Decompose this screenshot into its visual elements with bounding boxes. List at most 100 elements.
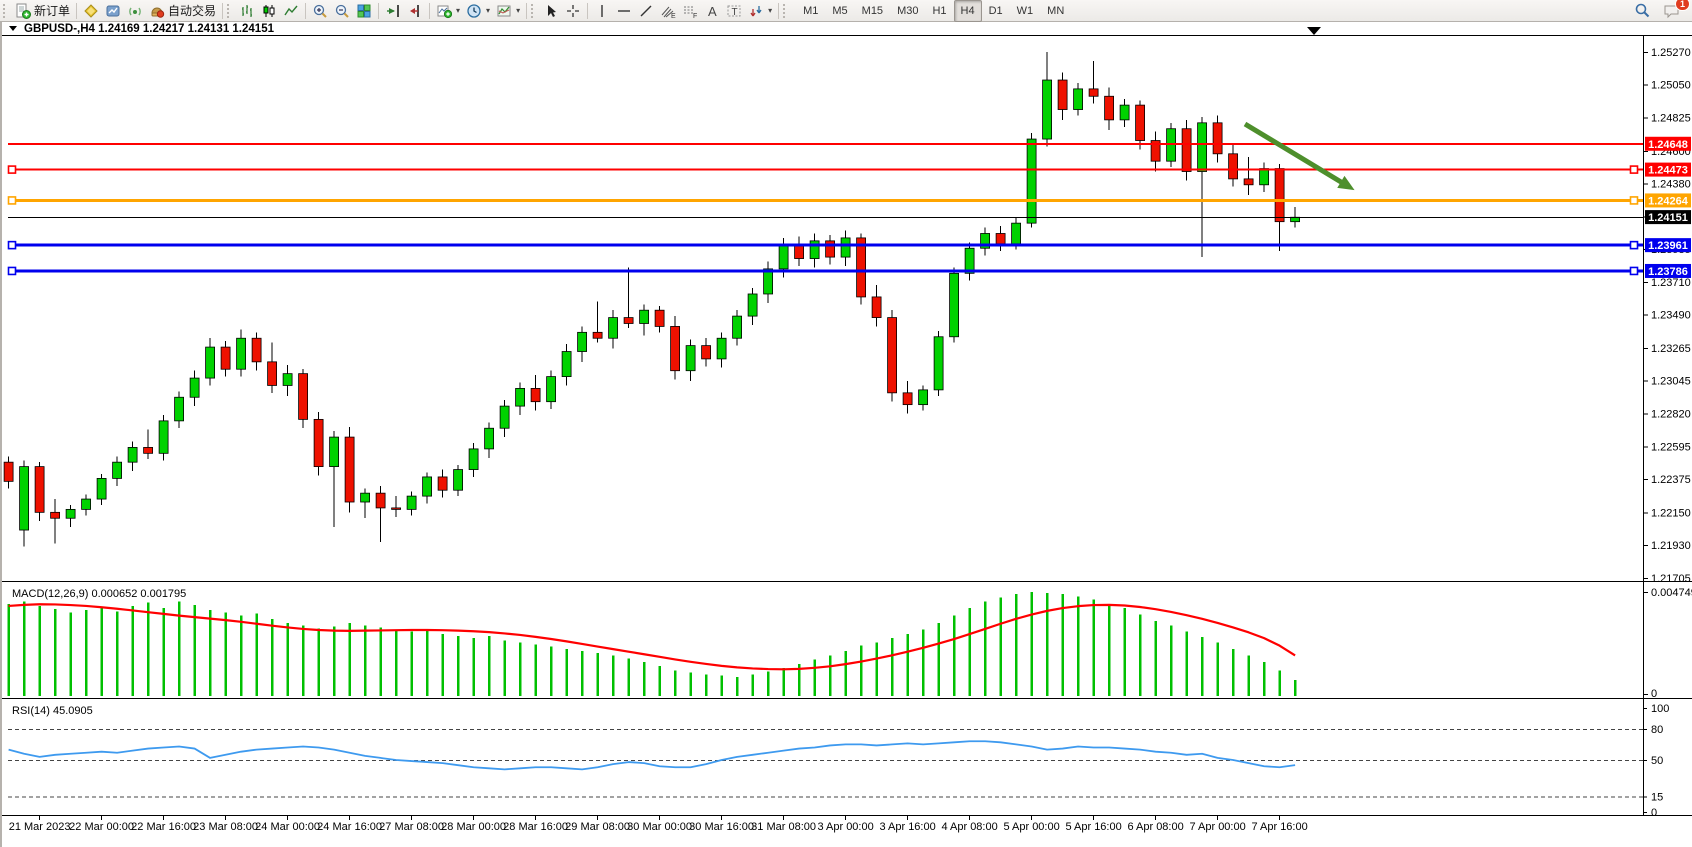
bull-candle [96,473,107,505]
hline-handle[interactable] [1629,165,1639,174]
cursor-icon [548,4,557,17]
bull-candle [1119,99,1130,128]
templates-button[interactable]: ▾ [493,1,523,21]
rsi-pane: RSI(14) 45.0905 100 80 50 15 0 [8,703,1669,819]
bear-candle [251,332,262,371]
bull-candle [840,230,851,266]
signals-button[interactable] [124,1,146,21]
hline-handle[interactable] [7,240,17,250]
label-tool-button[interactable]: T [723,1,745,21]
time-tick-label: 7 Apr 16:00 [1251,821,1307,833]
bull-candle [499,400,510,438]
channel-tool-button[interactable]: E [657,1,679,21]
auto-scroll-button[interactable] [382,1,404,21]
hline-handle[interactable] [7,196,17,205]
price-axis[interactable]: 1.252701.250501.248251.246001.243801.241… [1643,47,1691,585]
time-tick-label: 28 Mar 16:00 [503,821,568,833]
chart-title: GBPUSD-,H4 1.24169 1.24217 1.24131 1.241… [9,23,275,35]
toolbar-separator [526,2,528,19]
indicators-button[interactable]: ▾ [433,1,463,21]
timeframe-button-H4[interactable]: H4 [953,0,982,22]
time-tick-label: 3 Apr 00:00 [817,821,873,833]
toolbar-grip[interactable] [227,3,233,18]
macd-axis-zero: 0 [1651,688,1657,700]
price-badge-1.23786: 1.23786 [1645,263,1691,278]
text-icon: A [708,4,717,19]
rsi-axis-label: 100 [1651,703,1669,715]
bear-candle [313,412,324,476]
crosshair-tool-button[interactable] [562,1,584,21]
vertical-line-tool-button[interactable] [591,1,613,21]
periods-dropdown-caret[interactable]: ▾ [486,6,491,15]
bull-candle [515,382,525,415]
indicators-dropdown-caret[interactable]: ▾ [456,6,461,15]
autotrading-button[interactable]: 自动交易 [146,1,219,21]
metaeditor-button[interactable] [80,1,102,21]
templates-dropdown-caret[interactable]: ▾ [516,6,521,15]
periods-button[interactable]: ▾ [463,1,493,21]
hline-handle[interactable] [1629,266,1639,276]
hline-handle[interactable] [1629,240,1639,250]
toolbar-grip[interactable] [3,3,9,18]
toolbar-grip[interactable] [783,3,789,18]
chart-shift-marker[interactable] [1307,27,1321,35]
search-button[interactable] [1631,1,1654,21]
timeframe-button-M30[interactable]: M30 [897,4,919,17]
hline-handle[interactable] [1629,196,1639,205]
timeframe-button-M15[interactable]: M15 [861,4,884,17]
bear-candle [1057,72,1068,120]
metaeditor-icon [84,3,98,18]
bear-candle [298,369,309,429]
trend-arrow[interactable] [1243,121,1355,191]
cursor-tool-button[interactable] [540,1,562,21]
timeframe-button-M5[interactable]: M5 [832,4,848,17]
svg-text:1.24473: 1.24473 [1648,165,1688,177]
title-collapse-icon[interactable] [9,26,17,31]
price-tick-label: 1.22820 [1651,408,1691,420]
zoom-out-button[interactable] [331,1,353,21]
time-tick-label: 5 Apr 00:00 [1003,821,1059,833]
hline-1.24473[interactable] [7,165,1643,174]
crosshair-icon [567,4,580,17]
timeframe-button-W1[interactable]: W1 [1016,4,1034,17]
toolbar-grip[interactable] [531,3,537,18]
hline-handle[interactable] [7,266,17,276]
hline-1.23786[interactable] [7,266,1643,276]
tile-windows-button[interactable] [353,1,375,21]
periods-clock-icon [467,3,481,18]
chart-shift-button[interactable] [404,1,426,21]
timeframe-button-MN[interactable]: MN [1047,4,1065,17]
bear-candle [592,301,603,343]
text-letter: A [708,4,717,19]
bull-candle [422,472,433,504]
vertical-line-icon [601,4,603,17]
price-badge-1.24151: 1.24151 [1645,210,1691,225]
market-watch-button[interactable] [102,1,124,21]
label-letter: T [732,7,738,18]
bear-candle [267,342,278,393]
chart-canvas[interactable]: 1.252701.250501.248251.246001.243801.241… [0,22,1692,847]
bull-candle [1166,122,1176,168]
fibonacci-tool-button[interactable]: F [679,1,701,21]
hline-1.24264[interactable] [7,196,1643,205]
text-tool-button[interactable]: A [701,1,723,21]
candlestick-chart-button[interactable] [258,1,280,21]
hline-1.23961[interactable] [7,240,1643,250]
timeframe-button-H1[interactable]: H1 [932,4,947,17]
arrows-tool-button[interactable]: ▾ [745,1,775,21]
hline-handle[interactable] [7,165,17,174]
trendline-tool-button[interactable] [635,1,657,21]
toolbar: 新订单 自动交易 [0,0,1692,22]
new-order-button[interactable]: 新订单 [12,1,73,21]
notifications-button[interactable]: 1 [1660,0,1690,21]
price-tick-label: 1.25050 [1651,79,1691,91]
line-chart-button[interactable] [280,1,302,21]
zoom-in-button[interactable] [309,1,331,21]
timeframe-button-D1[interactable]: D1 [988,4,1003,17]
arrows-dropdown-caret[interactable]: ▾ [768,6,773,15]
bar-chart-button[interactable] [236,1,258,21]
horizontal-line-tool-button[interactable] [613,1,635,21]
timeframe-button-M1[interactable]: M1 [803,4,819,17]
